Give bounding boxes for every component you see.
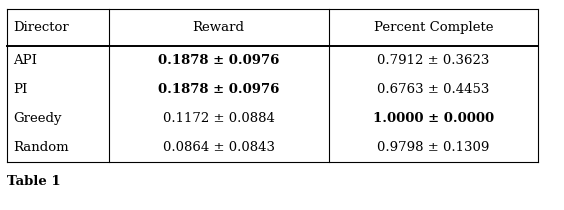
Text: Reward: Reward (193, 21, 245, 34)
Text: Table 1: Table 1 (7, 175, 60, 188)
Text: 0.0864 ± 0.0843: 0.0864 ± 0.0843 (162, 141, 275, 154)
Text: 0.7912 ± 0.3623: 0.7912 ± 0.3623 (377, 54, 490, 67)
Text: Random: Random (14, 141, 69, 154)
Text: 0.9798 ± 0.1309: 0.9798 ± 0.1309 (377, 141, 490, 154)
Text: API: API (14, 54, 38, 67)
Text: 0.6763 ± 0.4453: 0.6763 ± 0.4453 (377, 83, 490, 96)
Text: 0.1878 ± 0.0976: 0.1878 ± 0.0976 (158, 54, 279, 67)
Text: 0.1878 ± 0.0976: 0.1878 ± 0.0976 (158, 83, 279, 96)
Text: Percent Complete: Percent Complete (373, 21, 493, 34)
Text: Director: Director (14, 21, 69, 34)
Text: Greedy: Greedy (14, 112, 62, 125)
Text: 0.1172 ± 0.0884: 0.1172 ± 0.0884 (163, 112, 275, 125)
Text: PI: PI (14, 83, 28, 96)
Text: 1.0000 ± 0.0000: 1.0000 ± 0.0000 (373, 112, 494, 125)
